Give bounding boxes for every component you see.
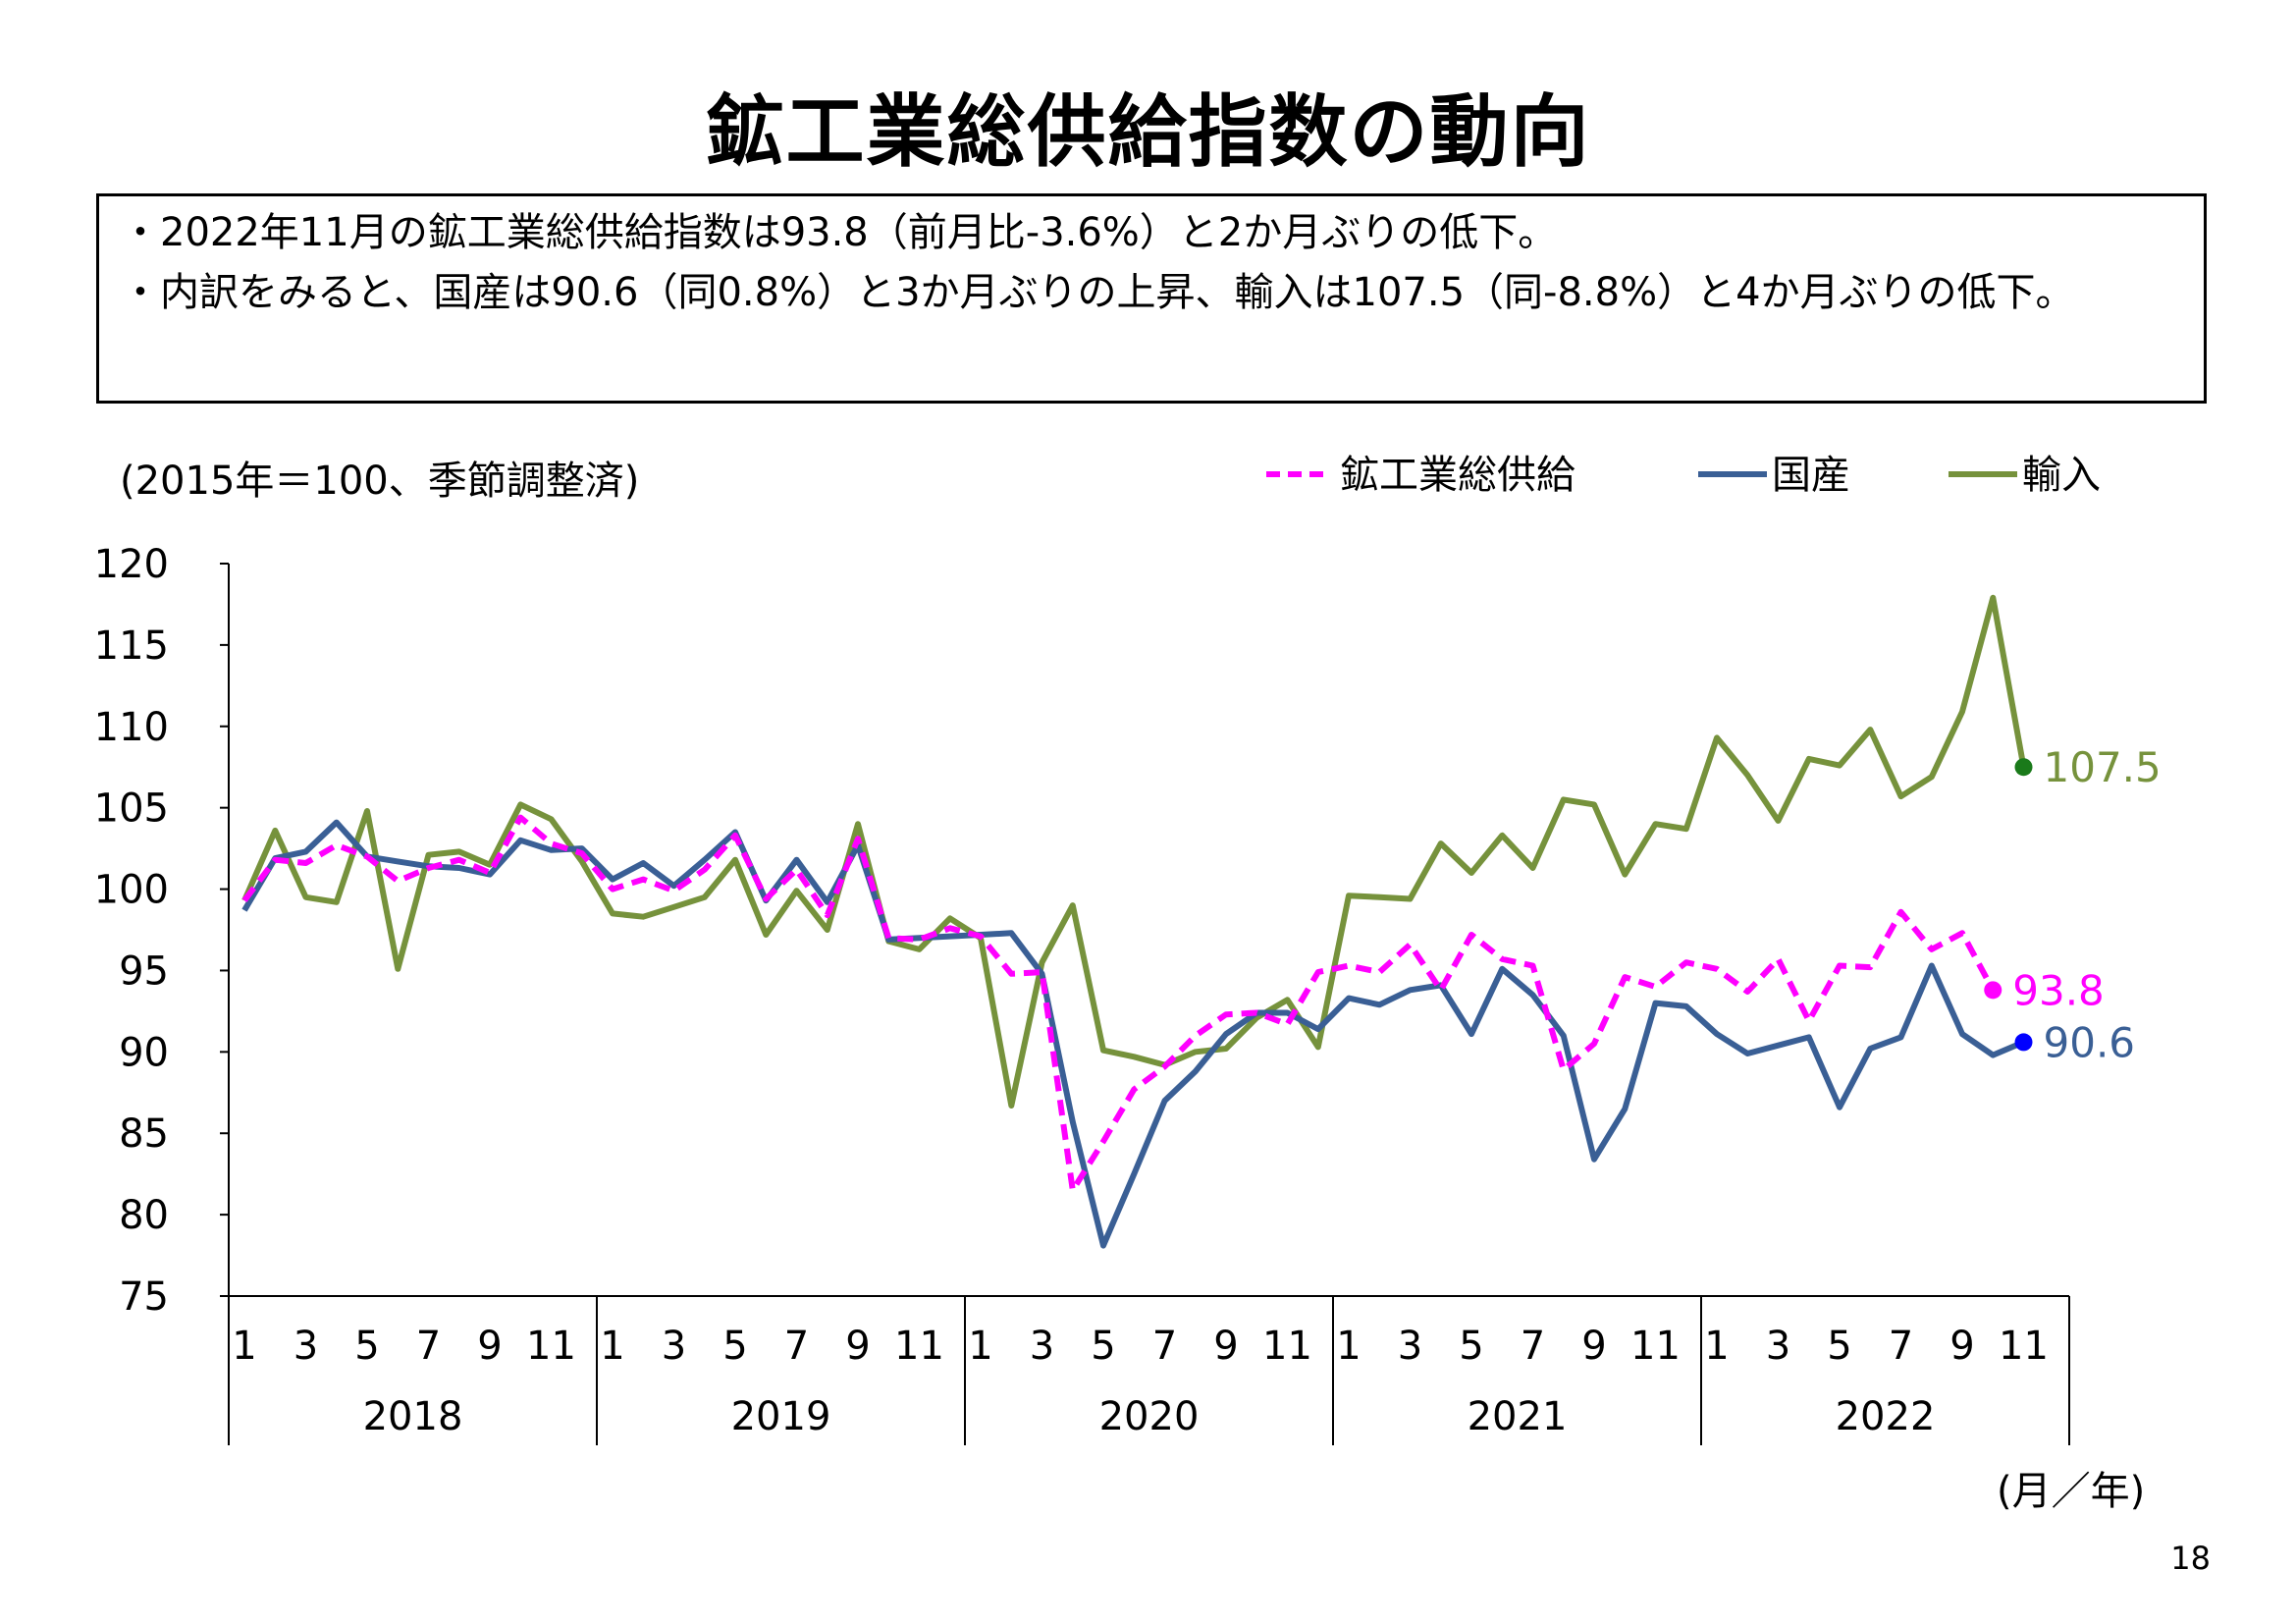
month-tick-label: 9: [1949, 1324, 1974, 1369]
year-label: 2022: [1836, 1394, 1936, 1439]
legend: 鉱工業総供給 国産 輸入: [1266, 453, 2101, 498]
page-title: 鉱工業総供給指数の動向: [705, 86, 1591, 178]
month-tick-label: 3: [294, 1324, 318, 1369]
month-tick-label: 7: [784, 1324, 809, 1369]
y-tick-label: 110: [94, 705, 169, 750]
month-tick-label: 11: [526, 1324, 576, 1369]
month-tick-label: 7: [1889, 1324, 1913, 1369]
y-tick-label: 75: [119, 1274, 169, 1320]
unit-note: (2015年＝100、季節調整済): [120, 459, 639, 504]
y-tick-label: 100: [94, 868, 169, 913]
month-tick-label: 3: [1030, 1324, 1054, 1369]
y-tick-label: 120: [94, 542, 169, 587]
month-tick-label: 11: [1630, 1324, 1681, 1369]
y-tick-label: 105: [94, 786, 169, 832]
month-tick-label: 9: [1213, 1324, 1238, 1369]
month-tick-label: 5: [1459, 1324, 1483, 1369]
end-label-domestic: 90.6: [2044, 1018, 2136, 1066]
month-tick-label: 9: [477, 1324, 502, 1369]
month-tick-label: 5: [1827, 1324, 1851, 1369]
month-tick-label: 1: [968, 1324, 992, 1369]
series-line-domestic: [241, 819, 2025, 1249]
legend-label-domestic: 国産: [1772, 453, 1850, 498]
legend-label-total: 鉱工業総供給: [1340, 453, 1575, 498]
series-line-total: [241, 814, 1996, 1194]
series-line-import: [241, 594, 2027, 1109]
month-tick-label: 1: [1704, 1324, 1729, 1369]
month-tick-label: 3: [1766, 1324, 1790, 1369]
y-tick-label: 80: [119, 1193, 169, 1238]
month-tick-label: 3: [662, 1324, 686, 1369]
month-tick-label: 5: [354, 1324, 379, 1369]
month-tick-label: 5: [722, 1324, 747, 1369]
end-point-import: [2014, 758, 2033, 777]
end-label-import: 107.5: [2044, 743, 2162, 791]
month-tick-label: 7: [416, 1324, 441, 1369]
y-tick-label: 85: [119, 1111, 169, 1157]
page-number: 18: [2170, 1540, 2211, 1577]
month-tick-label: 1: [1336, 1324, 1361, 1369]
month-tick-label: 1: [232, 1324, 256, 1369]
year-label: 2019: [731, 1394, 831, 1439]
end-label-total: 93.8: [2012, 966, 2105, 1014]
summary-box: ・2022年11月の鉱工業総供給指数は93.8（前月比-3.6%）と2か月ぶりの…: [96, 193, 2207, 404]
end-point-domestic: [2014, 1033, 2033, 1052]
summary-line-2: ・内訳をみると、国産は90.6（同0.8%）と3か月ぶりの上昇、輸入は107.5…: [121, 270, 2075, 315]
summary-line-1: ・2022年11月の鉱工業総供給指数は93.8（前月比-3.6%）と2か月ぶりの…: [121, 210, 1558, 255]
month-tick-label: 9: [845, 1324, 870, 1369]
month-tick-label: 9: [1581, 1324, 1606, 1369]
month-tick-label: 7: [1521, 1324, 1545, 1369]
end-point-total: [1984, 981, 2002, 1000]
month-tick-label: 11: [1262, 1324, 1312, 1369]
month-tick-label: 5: [1091, 1324, 1115, 1369]
y-tick-label: 115: [94, 623, 169, 669]
series-group: 93.890.6 107.5: [241, 594, 2162, 1249]
x-axis-label: (月／年): [1997, 1469, 2145, 1514]
month-tick-label: 11: [894, 1324, 944, 1369]
y-tick-label: 95: [119, 948, 169, 994]
year-label: 2021: [1468, 1394, 1568, 1439]
year-label: 2018: [363, 1394, 463, 1439]
month-tick-label: 11: [1999, 1324, 2049, 1369]
month-tick-label: 1: [600, 1324, 624, 1369]
year-label: 2020: [1099, 1394, 1200, 1439]
legend-label-import: 輸入: [2022, 453, 2101, 498]
month-tick-label: 3: [1398, 1324, 1422, 1369]
y-tick-label: 90: [119, 1030, 169, 1075]
month-tick-label: 7: [1152, 1324, 1177, 1369]
